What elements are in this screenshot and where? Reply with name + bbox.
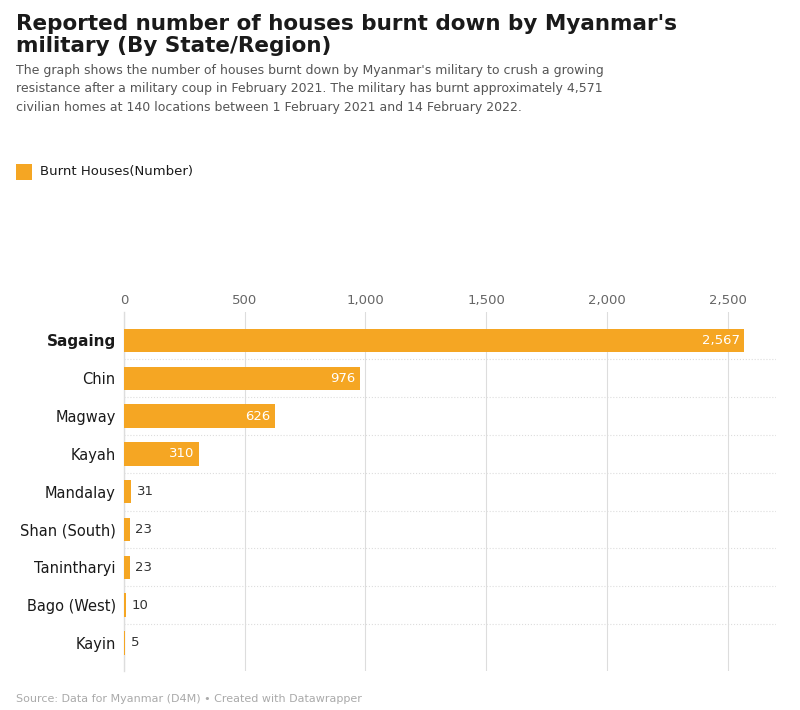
Bar (124, 480, 131, 503)
Text: The graph shows the number of houses burnt down by Myanmar's military to crush a: The graph shows the number of houses bur… (16, 64, 604, 114)
Text: military (By State/Region): military (By State/Region) (16, 36, 331, 55)
Bar (124, 404, 275, 427)
Text: 23: 23 (135, 561, 152, 574)
Text: 23: 23 (135, 523, 152, 536)
Text: 10: 10 (132, 599, 149, 611)
Text: 976: 976 (330, 372, 355, 385)
Text: 2,567: 2,567 (702, 334, 739, 347)
Bar (124, 329, 744, 352)
Text: 31: 31 (137, 485, 154, 498)
Text: Source: Data for Myanmar (D4M) • Created with Datawrapper: Source: Data for Myanmar (D4M) • Created… (16, 694, 362, 704)
Bar (124, 594, 126, 617)
Bar (124, 366, 360, 390)
Text: Reported number of houses burnt down by Myanmar's: Reported number of houses burnt down by … (16, 14, 677, 34)
Text: Burnt Houses(Number): Burnt Houses(Number) (40, 165, 193, 178)
Bar (124, 556, 130, 579)
Bar (124, 442, 199, 466)
Text: 5: 5 (130, 636, 139, 650)
Text: 310: 310 (169, 447, 194, 460)
Bar (124, 518, 130, 541)
Text: 626: 626 (246, 410, 271, 422)
Bar (124, 631, 126, 655)
